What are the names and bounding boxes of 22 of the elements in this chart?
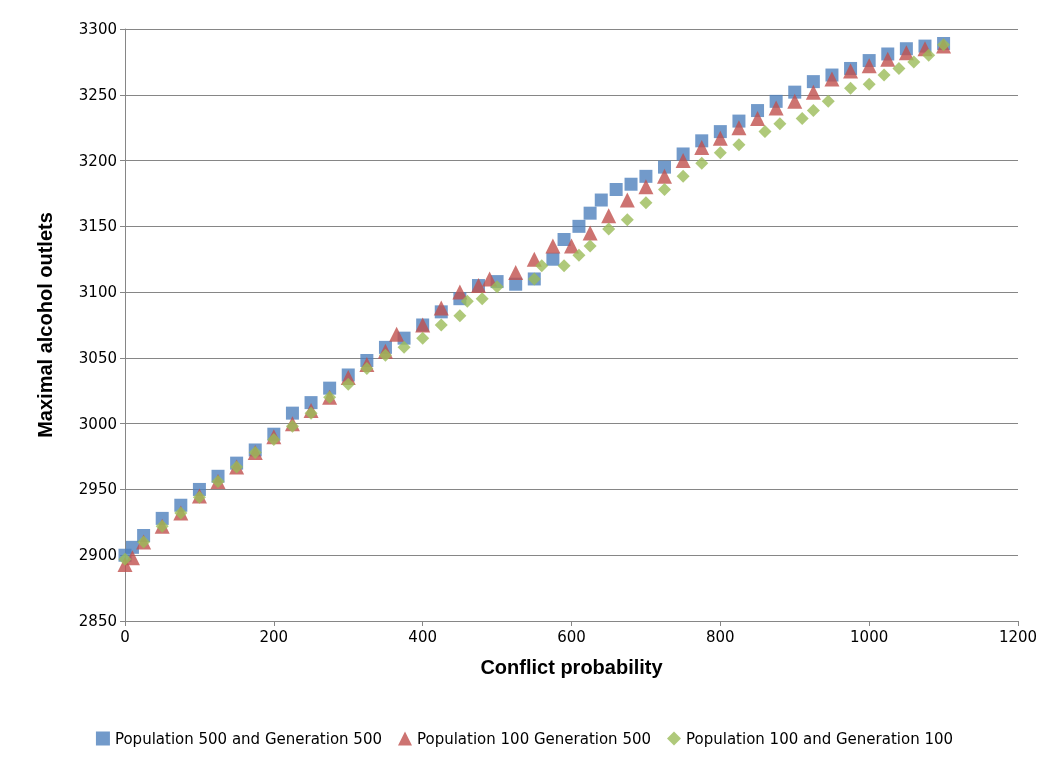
x-tick-label: 1200 [998,627,1038,646]
legend-label: Population 100 and Generation 100 [686,729,954,748]
x-tick-label: 0 [120,627,130,646]
y-tick-label: 3300 [78,20,117,38]
x-tick-label: 800 [706,627,735,646]
y-axis-title: Maximal alcohol outlets [34,212,56,438]
y-tick-label: 3100 [78,283,117,302]
x-tick-label: 400 [408,627,437,646]
y-tick-label: 2850 [78,612,117,630]
y-tick-label: 3150 [78,217,117,236]
x-tick-label: 600 [557,627,586,646]
y-tick-label: 3200 [78,151,117,170]
legend-label: Population 100 Generation 500 [416,729,652,748]
x-tick-label: 1000 [850,627,889,646]
y-tick-label: 2900 [78,546,117,565]
legend-label: Population 500 and Generation 500 [114,729,382,748]
x-tick-label: 200 [259,627,289,646]
y-tick-label: 2950 [78,480,117,499]
y-tick-label: 3250 [78,85,117,104]
y-tick-label: 3050 [78,348,117,367]
y-tick-label: 3000 [78,414,117,433]
x-axis-title: Conflict probability [480,656,664,678]
